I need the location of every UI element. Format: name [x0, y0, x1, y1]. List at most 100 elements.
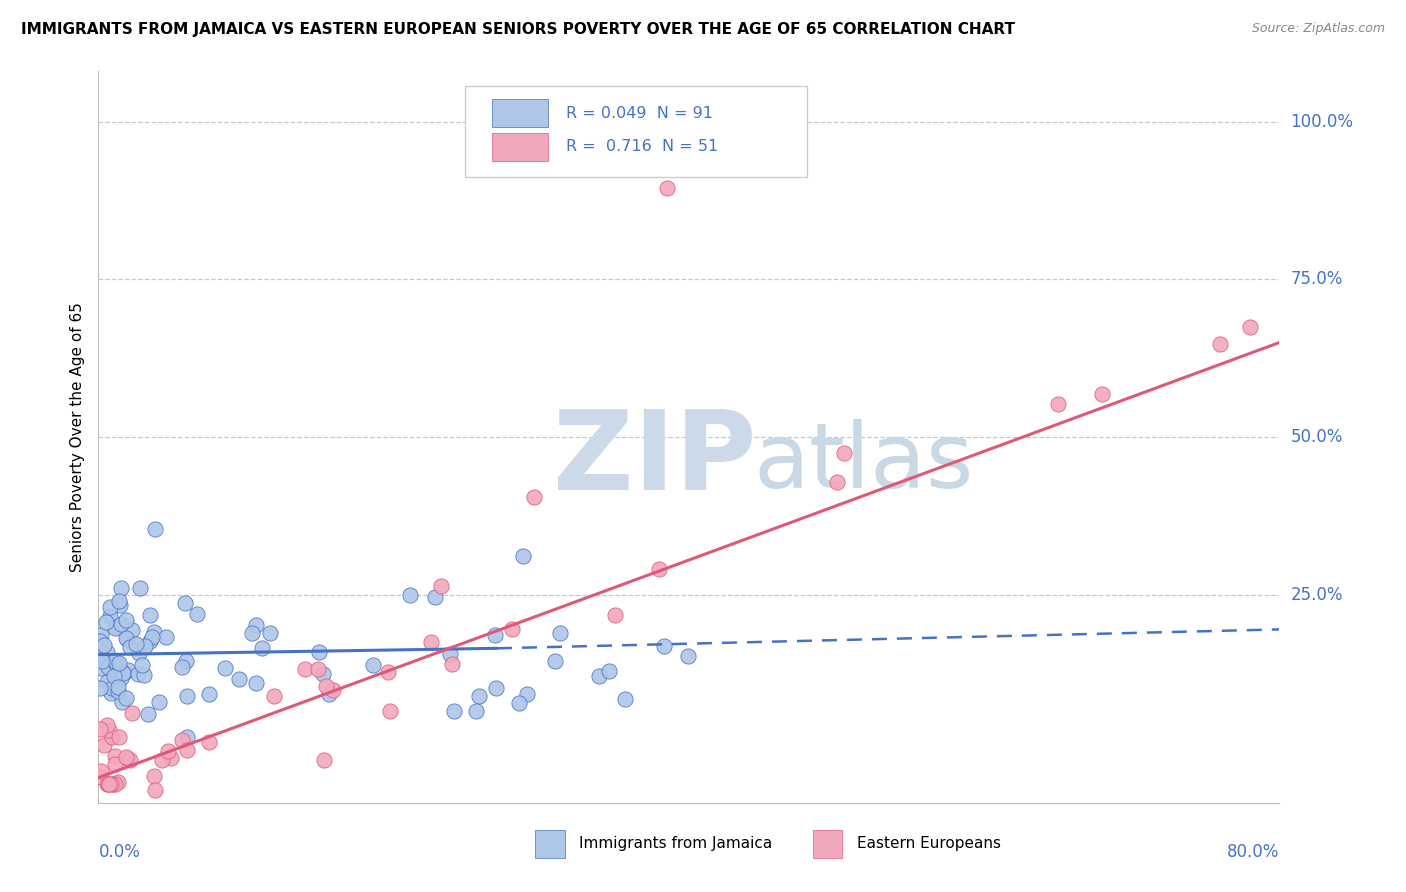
Point — [172, 660, 194, 674]
Point — [523, 490, 546, 504]
Point — [598, 664, 620, 678]
Point — [112, 666, 135, 681]
Point — [314, 753, 336, 767]
Point — [308, 645, 330, 659]
Point — [423, 591, 446, 605]
Point — [245, 617, 267, 632]
Point — [115, 690, 138, 705]
Point — [245, 676, 267, 690]
Point — [214, 661, 236, 675]
Point — [160, 750, 183, 764]
Point — [108, 731, 131, 745]
Point — [439, 648, 461, 662]
Text: Eastern Europeans: Eastern Europeans — [856, 837, 1001, 851]
Point — [655, 181, 678, 195]
Point — [96, 777, 118, 791]
Text: IMMIGRANTS FROM JAMAICA VS EASTERN EUROPEAN SENIORS POVERTY OVER THE AGE OF 65 C: IMMIGRANTS FROM JAMAICA VS EASTERN EUROP… — [21, 22, 1015, 37]
Point — [198, 735, 221, 749]
Point — [89, 634, 111, 648]
Point — [97, 659, 120, 673]
Point — [94, 615, 117, 630]
Point — [132, 668, 155, 682]
Point — [1209, 337, 1232, 351]
Point — [98, 600, 121, 615]
FancyBboxPatch shape — [536, 830, 565, 858]
Point — [484, 628, 506, 642]
Text: 75.0%: 75.0% — [1291, 270, 1343, 288]
Point — [1046, 397, 1070, 411]
Point — [131, 658, 153, 673]
Point — [512, 549, 534, 563]
Text: R = 0.049  N = 91: R = 0.049 N = 91 — [567, 105, 713, 120]
Text: 80.0%: 80.0% — [1227, 843, 1279, 861]
Point — [259, 626, 281, 640]
Point — [430, 579, 453, 593]
Point — [318, 687, 340, 701]
Point — [443, 704, 465, 718]
Point — [315, 679, 337, 693]
Point — [1239, 320, 1261, 334]
Point — [307, 662, 329, 676]
Point — [129, 581, 152, 595]
Point — [97, 777, 120, 791]
Point — [104, 657, 127, 671]
Point — [141, 630, 163, 644]
Point — [312, 667, 335, 681]
Point — [121, 706, 143, 721]
Point — [148, 695, 170, 709]
Point — [110, 617, 132, 632]
Point — [467, 689, 489, 703]
Text: 100.0%: 100.0% — [1291, 112, 1354, 131]
Point — [107, 684, 129, 698]
Point — [115, 632, 138, 646]
Point — [90, 640, 112, 655]
Point — [90, 660, 112, 674]
Point — [176, 743, 198, 757]
Point — [110, 581, 132, 595]
Point — [136, 706, 159, 721]
Point — [91, 655, 114, 669]
Point — [111, 695, 134, 709]
Point — [198, 687, 221, 701]
Point — [115, 751, 138, 765]
Text: 0.0%: 0.0% — [98, 843, 141, 861]
Point — [108, 656, 131, 670]
Point — [648, 562, 671, 576]
Point — [143, 521, 166, 535]
Point — [825, 475, 848, 489]
Point — [516, 687, 538, 701]
Point — [100, 686, 122, 700]
Point — [150, 753, 173, 767]
Point — [139, 607, 162, 622]
Point — [107, 775, 129, 789]
Point — [112, 665, 135, 679]
Point — [97, 777, 120, 791]
Point — [114, 631, 136, 645]
Point — [98, 608, 121, 623]
Point — [172, 733, 194, 747]
Point — [103, 777, 125, 791]
Point — [143, 782, 166, 797]
Point — [676, 649, 699, 664]
Point — [115, 749, 138, 764]
Text: ZIP: ZIP — [553, 406, 756, 513]
Point — [128, 646, 150, 660]
Point — [1091, 387, 1114, 401]
Point — [105, 620, 128, 634]
Point — [250, 641, 273, 656]
Text: R =  0.716  N = 51: R = 0.716 N = 51 — [567, 139, 718, 154]
Point — [118, 753, 141, 767]
Point — [143, 625, 166, 640]
Point — [89, 681, 111, 695]
Point — [101, 681, 124, 696]
Point — [378, 704, 401, 718]
Point — [90, 628, 112, 642]
Point — [114, 613, 136, 627]
Point — [420, 635, 443, 649]
Point — [90, 770, 112, 784]
Point — [543, 654, 565, 668]
Point — [112, 665, 135, 680]
Point — [134, 639, 156, 653]
Point — [143, 769, 166, 783]
Point — [104, 621, 127, 635]
